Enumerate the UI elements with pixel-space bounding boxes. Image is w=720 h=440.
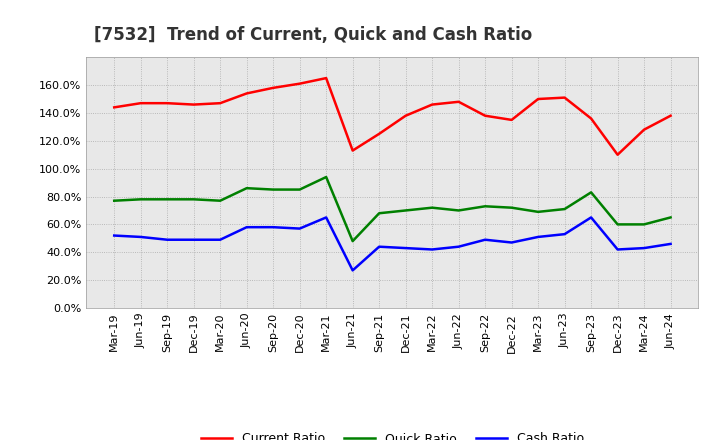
Quick Ratio: [481, 204, 490, 209]
Cash Ratio: [613, 247, 622, 252]
Current Ratio: [560, 95, 569, 100]
Current Ratio: [295, 81, 304, 86]
Quick Ratio: [269, 187, 277, 192]
Quick Ratio: [136, 197, 145, 202]
Current Ratio: [613, 152, 622, 158]
Line: Quick Ratio: Quick Ratio: [114, 177, 670, 241]
Current Ratio: [216, 100, 225, 106]
Cash Ratio: [428, 247, 436, 252]
Cash Ratio: [110, 233, 119, 238]
Cash Ratio: [508, 240, 516, 245]
Quick Ratio: [508, 205, 516, 210]
Cash Ratio: [640, 246, 649, 251]
Cash Ratio: [481, 237, 490, 242]
Cash Ratio: [295, 226, 304, 231]
Quick Ratio: [348, 238, 357, 244]
Cash Ratio: [375, 244, 384, 249]
Quick Ratio: [613, 222, 622, 227]
Current Ratio: [401, 113, 410, 118]
Quick Ratio: [163, 197, 171, 202]
Cash Ratio: [216, 237, 225, 242]
Current Ratio: [189, 102, 198, 107]
Cash Ratio: [348, 268, 357, 273]
Quick Ratio: [560, 206, 569, 212]
Cash Ratio: [163, 237, 171, 242]
Current Ratio: [454, 99, 463, 104]
Quick Ratio: [110, 198, 119, 203]
Cash Ratio: [534, 234, 542, 239]
Quick Ratio: [295, 187, 304, 192]
Legend: Current Ratio, Quick Ratio, Cash Ratio: Current Ratio, Quick Ratio, Cash Ratio: [196, 427, 589, 440]
Current Ratio: [481, 113, 490, 118]
Quick Ratio: [243, 186, 251, 191]
Quick Ratio: [428, 205, 436, 210]
Quick Ratio: [587, 190, 595, 195]
Current Ratio: [322, 75, 330, 81]
Cash Ratio: [454, 244, 463, 249]
Line: Cash Ratio: Cash Ratio: [114, 217, 670, 270]
Current Ratio: [587, 116, 595, 121]
Current Ratio: [375, 131, 384, 136]
Current Ratio: [666, 113, 675, 118]
Current Ratio: [428, 102, 436, 107]
Quick Ratio: [216, 198, 225, 203]
Current Ratio: [136, 100, 145, 106]
Quick Ratio: [375, 211, 384, 216]
Current Ratio: [348, 148, 357, 153]
Current Ratio: [534, 96, 542, 102]
Current Ratio: [163, 100, 171, 106]
Cash Ratio: [666, 241, 675, 246]
Quick Ratio: [666, 215, 675, 220]
Text: [7532]  Trend of Current, Quick and Cash Ratio: [7532] Trend of Current, Quick and Cash …: [94, 26, 532, 44]
Cash Ratio: [136, 234, 145, 239]
Quick Ratio: [640, 222, 649, 227]
Current Ratio: [640, 127, 649, 132]
Quick Ratio: [534, 209, 542, 215]
Cash Ratio: [269, 224, 277, 230]
Quick Ratio: [401, 208, 410, 213]
Line: Current Ratio: Current Ratio: [114, 78, 670, 155]
Current Ratio: [269, 85, 277, 91]
Cash Ratio: [322, 215, 330, 220]
Cash Ratio: [560, 231, 569, 237]
Cash Ratio: [243, 224, 251, 230]
Quick Ratio: [322, 174, 330, 180]
Cash Ratio: [587, 215, 595, 220]
Quick Ratio: [454, 208, 463, 213]
Current Ratio: [110, 105, 119, 110]
Cash Ratio: [401, 246, 410, 251]
Cash Ratio: [189, 237, 198, 242]
Quick Ratio: [189, 197, 198, 202]
Current Ratio: [508, 117, 516, 122]
Current Ratio: [243, 91, 251, 96]
